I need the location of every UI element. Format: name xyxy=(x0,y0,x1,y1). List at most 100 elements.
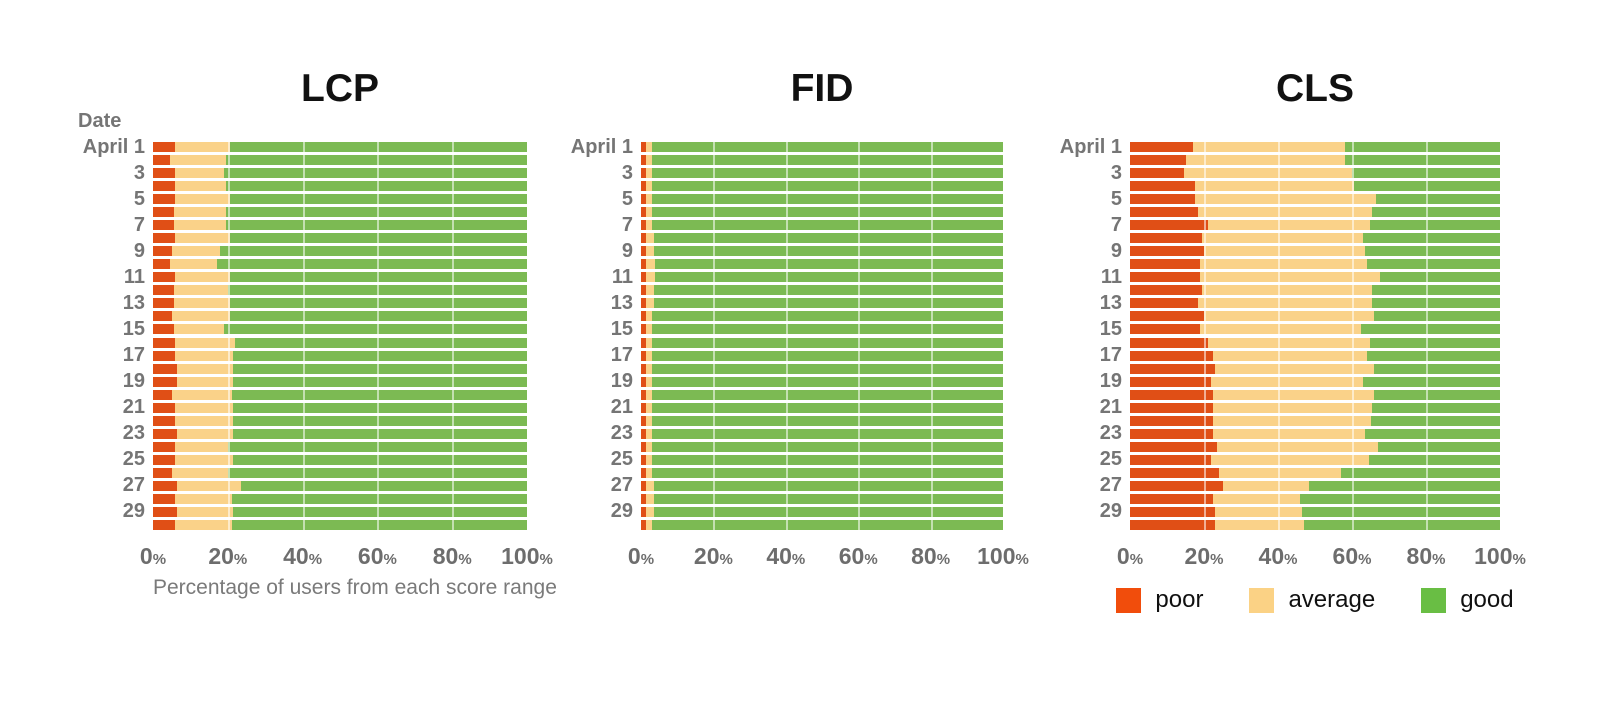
bar-lcp-april-9 xyxy=(153,246,527,257)
legend-label-average: average xyxy=(1288,586,1376,613)
bar-segment-poor xyxy=(153,324,174,335)
y-tick-label: 7 xyxy=(133,213,145,236)
bar-fid-april-22 xyxy=(641,415,1003,426)
bar-segment-average xyxy=(173,207,226,218)
bar-fid-april-24 xyxy=(641,441,1003,452)
chart-cls: CLS April 1 3 5 7 9 11 13 15 17 19 21 23 25 27 29 0% 20… xyxy=(1035,56,1526,676)
bar-cls-april-9 xyxy=(1130,246,1500,257)
bar-segment-good xyxy=(1366,259,1500,270)
bar-fid-april-1 xyxy=(641,142,1003,152)
bar-fid-april-29 xyxy=(641,506,1003,517)
bar-segment-poor xyxy=(641,181,647,192)
bar-segment-poor xyxy=(153,168,176,179)
bar-segment-good xyxy=(651,324,1003,335)
bar-cls-april-22 xyxy=(1130,415,1500,426)
bar-segment-good xyxy=(651,155,1003,166)
legend-label-poor: poor xyxy=(1155,586,1204,613)
x-tick-label: 0% xyxy=(139,543,167,569)
bar-segment-poor xyxy=(1130,493,1214,504)
bar-segment-average xyxy=(646,142,652,152)
y-tick-label: 27 xyxy=(610,474,633,497)
bar-fid-april-20 xyxy=(641,389,1003,400)
x-tick-label: 100% xyxy=(977,543,1029,569)
bar-segment-good xyxy=(651,194,1003,205)
bar-segment-average xyxy=(173,220,226,231)
bar-segment-average xyxy=(646,220,652,231)
bar-segment-good xyxy=(224,324,527,335)
x-axis-labels-lcp: 0% 20% 40% 60% 80% 100% xyxy=(140,543,553,573)
bar-segment-poor xyxy=(153,337,176,348)
bar-segment-poor xyxy=(641,493,647,504)
y-tick-label: 5 xyxy=(1110,187,1122,210)
bar-segment-good xyxy=(1370,220,1500,231)
bar-lcp-april-29 xyxy=(153,506,527,517)
x-tick-label: 80% xyxy=(432,543,472,569)
bar-segment-good xyxy=(1376,194,1500,205)
bar-cls-april-5 xyxy=(1130,194,1500,205)
bar-cls-april-7 xyxy=(1130,220,1500,231)
bar-segment-average xyxy=(171,389,232,400)
bar-cls-april-10 xyxy=(1130,259,1500,270)
x-axis-labels-cls: 0% 20% 40% 60% 80% 100% xyxy=(1117,543,1526,573)
bar-segment-good xyxy=(651,168,1003,179)
bar-segment-poor xyxy=(153,142,176,152)
bar-segment-poor xyxy=(153,389,172,400)
bar-segment-good xyxy=(651,376,1003,387)
bar-segment-average xyxy=(1215,506,1303,517)
bar-segment-poor xyxy=(1130,402,1214,413)
legend-swatch-good xyxy=(1421,587,1447,613)
bar-segment-average xyxy=(175,519,232,530)
bar-segment-good xyxy=(651,402,1003,413)
bar-fid-april-10 xyxy=(641,259,1003,270)
bar-segment-good xyxy=(655,272,1003,283)
bar-cls-april-8 xyxy=(1130,233,1500,244)
x-tick-label: 20% xyxy=(208,543,248,569)
bar-segment-good xyxy=(651,220,1003,231)
bar-segment-average xyxy=(646,402,652,413)
bar-segment-poor xyxy=(153,194,176,205)
bar-segment-average xyxy=(171,467,228,478)
bar-segment-poor xyxy=(1130,168,1184,179)
bar-segment-average xyxy=(646,376,652,387)
bar-segment-good xyxy=(653,233,1003,244)
y-tick-label: 3 xyxy=(133,161,145,184)
bar-segment-average xyxy=(175,233,230,244)
bar-cls-april-16 xyxy=(1130,337,1500,348)
bar-segment-good xyxy=(651,207,1003,218)
y-tick-label: 3 xyxy=(621,161,633,184)
bar-segment-average xyxy=(646,350,652,361)
bar-segment-poor xyxy=(153,311,172,322)
bar-segment-good xyxy=(233,454,527,465)
bar-cls-april-1 xyxy=(1130,142,1500,152)
bar-lcp-april-1 xyxy=(153,142,527,152)
bar-segment-poor xyxy=(1130,194,1195,205)
legend-label-good: good xyxy=(1460,586,1514,613)
bar-segment-poor xyxy=(1130,324,1201,335)
bar-segment-average xyxy=(646,324,652,335)
legend-item-average: average xyxy=(1249,586,1375,614)
y-tick-label: 27 xyxy=(1099,474,1122,497)
bar-segment-average xyxy=(646,168,652,179)
y-tick-label: 13 xyxy=(610,291,633,314)
bar-segment-average xyxy=(646,389,652,400)
bar-segment-good xyxy=(220,246,527,257)
bar-segment-good xyxy=(651,350,1003,361)
bar-segment-poor xyxy=(1130,467,1219,478)
x-axis-title: Percentage of users from each score rang… xyxy=(153,576,557,599)
legend-swatch-average xyxy=(1249,587,1275,613)
bar-segment-poor xyxy=(641,506,647,517)
bar-cls-april-24 xyxy=(1130,441,1500,452)
bar-segment-poor xyxy=(153,233,176,244)
bar-segment-poor xyxy=(153,519,176,530)
bar-segment-average xyxy=(646,207,652,218)
y-tick-label: 5 xyxy=(133,187,145,210)
x-tick-label: 80% xyxy=(911,543,951,569)
bar-lcp-april-28 xyxy=(153,493,527,504)
bar-segment-poor xyxy=(153,454,176,465)
bar-fid-april-13 xyxy=(641,298,1003,309)
gridline-80 xyxy=(930,142,933,533)
bar-segment-poor xyxy=(641,402,647,413)
y-tick-label: 19 xyxy=(122,370,145,393)
bar-segment-average xyxy=(1215,363,1375,374)
y-tick-label: 13 xyxy=(1099,291,1122,314)
